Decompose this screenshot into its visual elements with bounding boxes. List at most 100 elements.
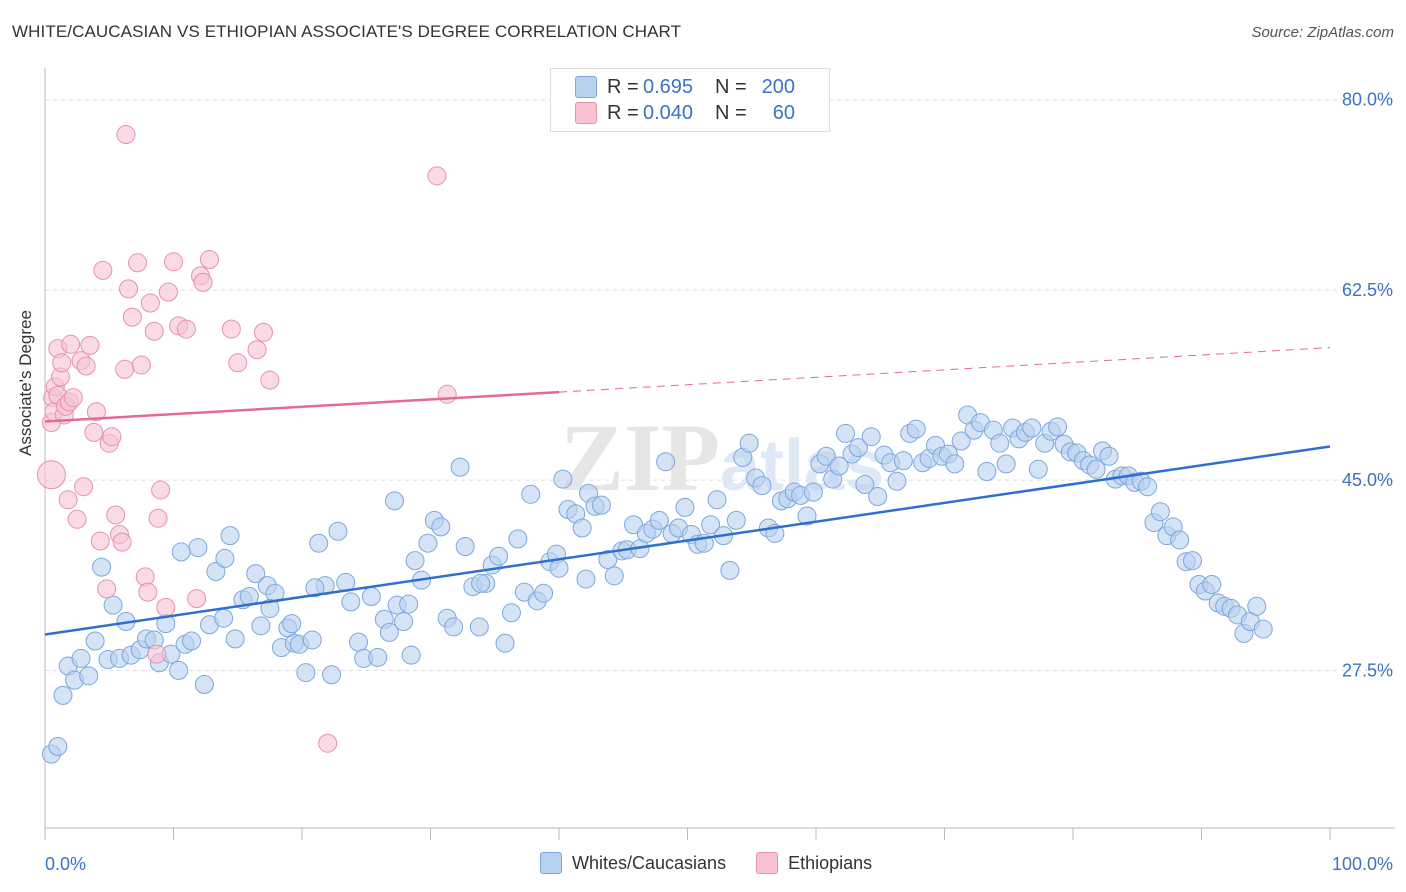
data-point-whites <box>444 617 464 637</box>
legend-item-ethiopians[interactable]: Ethiopians <box>756 852 872 874</box>
data-point-ethiopians <box>80 335 100 355</box>
y-tick-label: 45.0% <box>1342 470 1393 490</box>
data-point-whites <box>1183 551 1203 571</box>
series-whites-points <box>41 405 1273 764</box>
data-point-whites <box>495 633 515 653</box>
data-point-whites <box>501 603 521 623</box>
legend-label-ethiopians: Ethiopians <box>788 852 873 873</box>
n-label: N = <box>715 75 747 98</box>
data-point-ethiopians <box>318 733 338 753</box>
data-point-ethiopians <box>151 480 171 500</box>
data-point-whites <box>399 594 419 614</box>
data-point-whites <box>861 427 881 447</box>
data-point-whites <box>401 645 421 665</box>
data-point-whites <box>549 558 569 578</box>
data-point-whites <box>906 419 926 439</box>
data-point-whites <box>385 491 405 511</box>
trend-line-ethiopians <box>44 390 560 423</box>
data-point-whites <box>576 569 596 589</box>
data-point-ethiopians <box>187 589 207 609</box>
data-point-whites <box>726 510 746 530</box>
data-point-whites <box>309 533 329 553</box>
data-point-whites <box>836 423 856 443</box>
data-point-whites <box>302 630 322 650</box>
legend-item-whites[interactable]: Whites/Caucasians <box>540 852 726 874</box>
y-tick-labels: 27.5% 45.0% 62.5% 80.0% <box>1342 90 1393 681</box>
data-point-ethiopians <box>164 252 183 272</box>
r-value: 0.695 <box>643 75 694 98</box>
data-point-whites <box>220 526 240 546</box>
data-point-whites <box>591 495 611 515</box>
stats-legend: R = 0.695 N = 200 R = 0.040 N = 60 <box>550 68 830 132</box>
data-point-ethiopians <box>199 250 219 270</box>
data-point-whites <box>322 665 342 685</box>
data-point-whites <box>260 598 280 618</box>
whites-swatch <box>540 852 562 874</box>
data-point-whites <box>1150 502 1170 522</box>
data-point-whites <box>1048 417 1068 437</box>
data-point-ethiopians <box>58 490 78 510</box>
data-point-whites <box>598 550 618 570</box>
data-point-whites <box>803 482 823 502</box>
data-point-ethiopians <box>119 279 139 299</box>
data-point-whites <box>996 454 1016 474</box>
trend-lines <box>44 347 1331 636</box>
data-point-whites <box>188 538 208 558</box>
ethiopians-swatch <box>575 102 597 124</box>
data-point-ethiopians <box>156 597 176 617</box>
data-point-ethiopians <box>122 307 142 327</box>
data-point-whites <box>675 497 695 517</box>
data-point-whites <box>214 608 234 628</box>
data-point-whites <box>1028 459 1048 479</box>
data-point-whites <box>79 666 99 686</box>
data-point-whites <box>450 457 470 477</box>
data-point-ethiopians <box>138 582 158 602</box>
data-point-ethiopians <box>148 508 168 528</box>
data-point-ethiopians <box>106 505 126 525</box>
stats-row-whites: R = 0.695 N = 200 <box>575 74 795 100</box>
data-point-whites <box>328 521 348 541</box>
x-tick-label: 0.0% <box>45 854 86 874</box>
data-point-whites <box>855 475 875 495</box>
data-point-ethiopians <box>128 253 148 273</box>
data-point-whites <box>521 484 541 504</box>
data-point-whites <box>103 595 123 615</box>
data-point-whites <box>1253 619 1273 639</box>
data-point-ethiopians <box>112 532 132 552</box>
data-point-whites <box>341 592 361 612</box>
data-point-ethiopians <box>93 260 113 280</box>
n-label: N = <box>715 101 747 124</box>
data-point-whites <box>553 469 573 489</box>
data-point-whites <box>945 454 965 474</box>
data-point-whites <box>816 446 836 466</box>
data-point-whites <box>169 660 189 680</box>
data-point-whites <box>1170 530 1190 550</box>
data-point-whites <box>977 461 997 481</box>
data-point-whites <box>92 557 112 577</box>
data-point-ethiopians <box>63 388 83 408</box>
data-point-whites <box>604 566 624 586</box>
data-point-whites <box>572 518 592 538</box>
data-point-whites <box>361 586 381 606</box>
y-tick-label: 27.5% <box>1342 660 1393 680</box>
data-point-whites <box>181 631 201 651</box>
data-point-whites <box>471 573 491 593</box>
stats-row-ethiopians: R = 0.040 N = 60 <box>575 100 795 126</box>
data-point-ethiopians <box>147 644 167 664</box>
data-point-whites <box>739 433 759 453</box>
data-point-whites <box>707 490 727 510</box>
data-point-whites <box>394 611 414 631</box>
y-tick-label: 62.5% <box>1342 280 1393 300</box>
data-point-ethiopians <box>90 531 110 551</box>
data-point-whites <box>887 471 907 491</box>
data-point-whites <box>305 578 325 598</box>
data-point-whites <box>71 648 91 668</box>
data-point-whites <box>508 529 528 549</box>
data-point-whites <box>656 452 676 472</box>
data-point-whites <box>53 685 73 705</box>
data-point-whites <box>251 616 271 636</box>
axes <box>44 68 1395 840</box>
data-point-ethiopians <box>36 460 66 490</box>
data-point-ethiopians <box>158 282 178 302</box>
data-point-whites <box>893 451 913 471</box>
